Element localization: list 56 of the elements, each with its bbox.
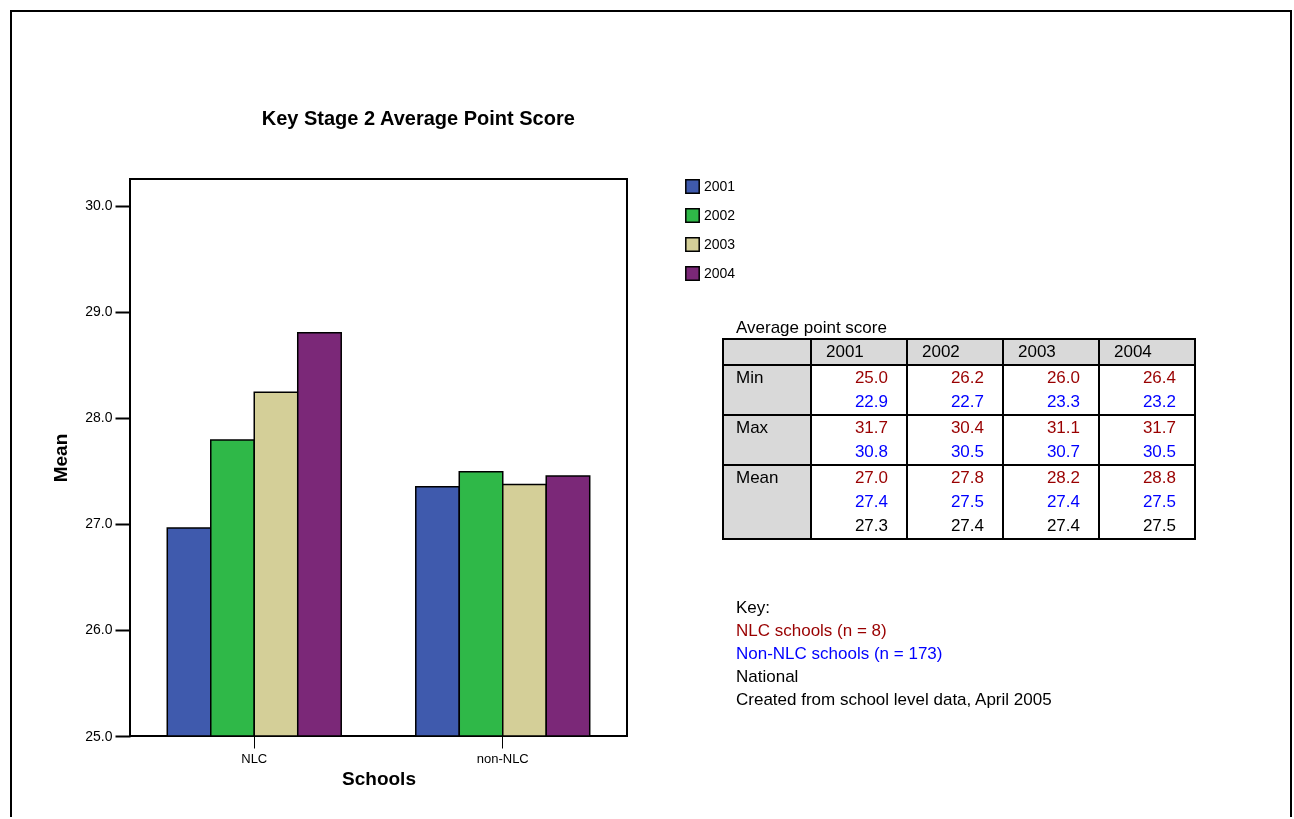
data-label: 27.4 <box>949 515 984 537</box>
y-tick-label: 30.0 <box>85 197 113 214</box>
data-label: 30.7 <box>1045 441 1080 463</box>
data-label: 23.2 <box>1141 391 1176 413</box>
data-label: 30.8 <box>853 441 888 463</box>
data-label: 28.8 <box>1141 467 1176 489</box>
y-axis-title: Mean <box>50 433 72 483</box>
data-label: 27.5 <box>1141 515 1176 537</box>
header-cell: 2004 <box>1099 339 1195 365</box>
data-label: 22.7 <box>949 391 984 413</box>
data-label: 23.3 <box>1045 391 1080 413</box>
data-label: 27.8 <box>949 467 984 489</box>
data-label: 31.1 <box>1045 417 1080 439</box>
data-label: 27.3 <box>853 515 888 537</box>
legend-label: 2004 <box>704 264 736 281</box>
text: National <box>736 666 800 688</box>
data-label: 30.4 <box>949 417 984 439</box>
text: Non-NLC schools (n = 173) <box>736 643 944 665</box>
data-label: 25.0 <box>853 367 888 389</box>
data-label: 30.5 <box>949 441 984 463</box>
y-tick-label: 29.0 <box>85 303 113 320</box>
row-header-cell: Mean <box>723 465 811 539</box>
legend-label: 2001 <box>704 177 736 194</box>
y-tick-label: 25.0 <box>85 727 113 744</box>
legend-label: 2003 <box>704 235 736 252</box>
header-cell: 2002 <box>907 339 1003 365</box>
data-label: 26.2 <box>949 367 984 389</box>
data-label: 27.0 <box>853 467 888 489</box>
data-label: 31.7 <box>853 417 888 439</box>
data-label: 26.0 <box>1045 367 1080 389</box>
text: Created from school level data, April 2005 <box>736 689 1053 711</box>
data-label: 26.4 <box>1141 367 1176 389</box>
data-label: 27.4 <box>1045 491 1080 513</box>
data-label: 27.4 <box>1045 515 1080 537</box>
chart-title: Key Stage 2 Average Point Score <box>261 107 575 129</box>
data-label: 27.5 <box>949 491 984 513</box>
data-label: 27.4 <box>853 491 888 513</box>
data-label: 30.5 <box>1141 441 1176 463</box>
x-tick-label: non-NLC <box>476 750 529 766</box>
data-label: 31.7 <box>1141 417 1176 439</box>
x-tick-label: NLC <box>241 750 268 766</box>
x-axis-title: Schools <box>342 767 416 789</box>
header-cell: 2001 <box>811 339 907 365</box>
text: NLC schools (n = 8) <box>736 620 888 642</box>
row-header-cell: Max <box>723 415 811 465</box>
data-label: 28.2 <box>1045 467 1080 489</box>
chart-title: Average point score <box>736 318 888 338</box>
legend-label: 2002 <box>704 206 736 223</box>
y-tick-label: 26.0 <box>85 621 113 638</box>
data-label: 22.9 <box>853 391 888 413</box>
y-tick-label: 27.0 <box>85 515 113 532</box>
header-cell: 2003 <box>1003 339 1099 365</box>
data-label: 27.5 <box>1141 491 1176 513</box>
y-tick-label: 28.0 <box>85 409 113 426</box>
legend-title: Key: <box>736 597 772 619</box>
row-header-cell: Min <box>723 365 811 415</box>
